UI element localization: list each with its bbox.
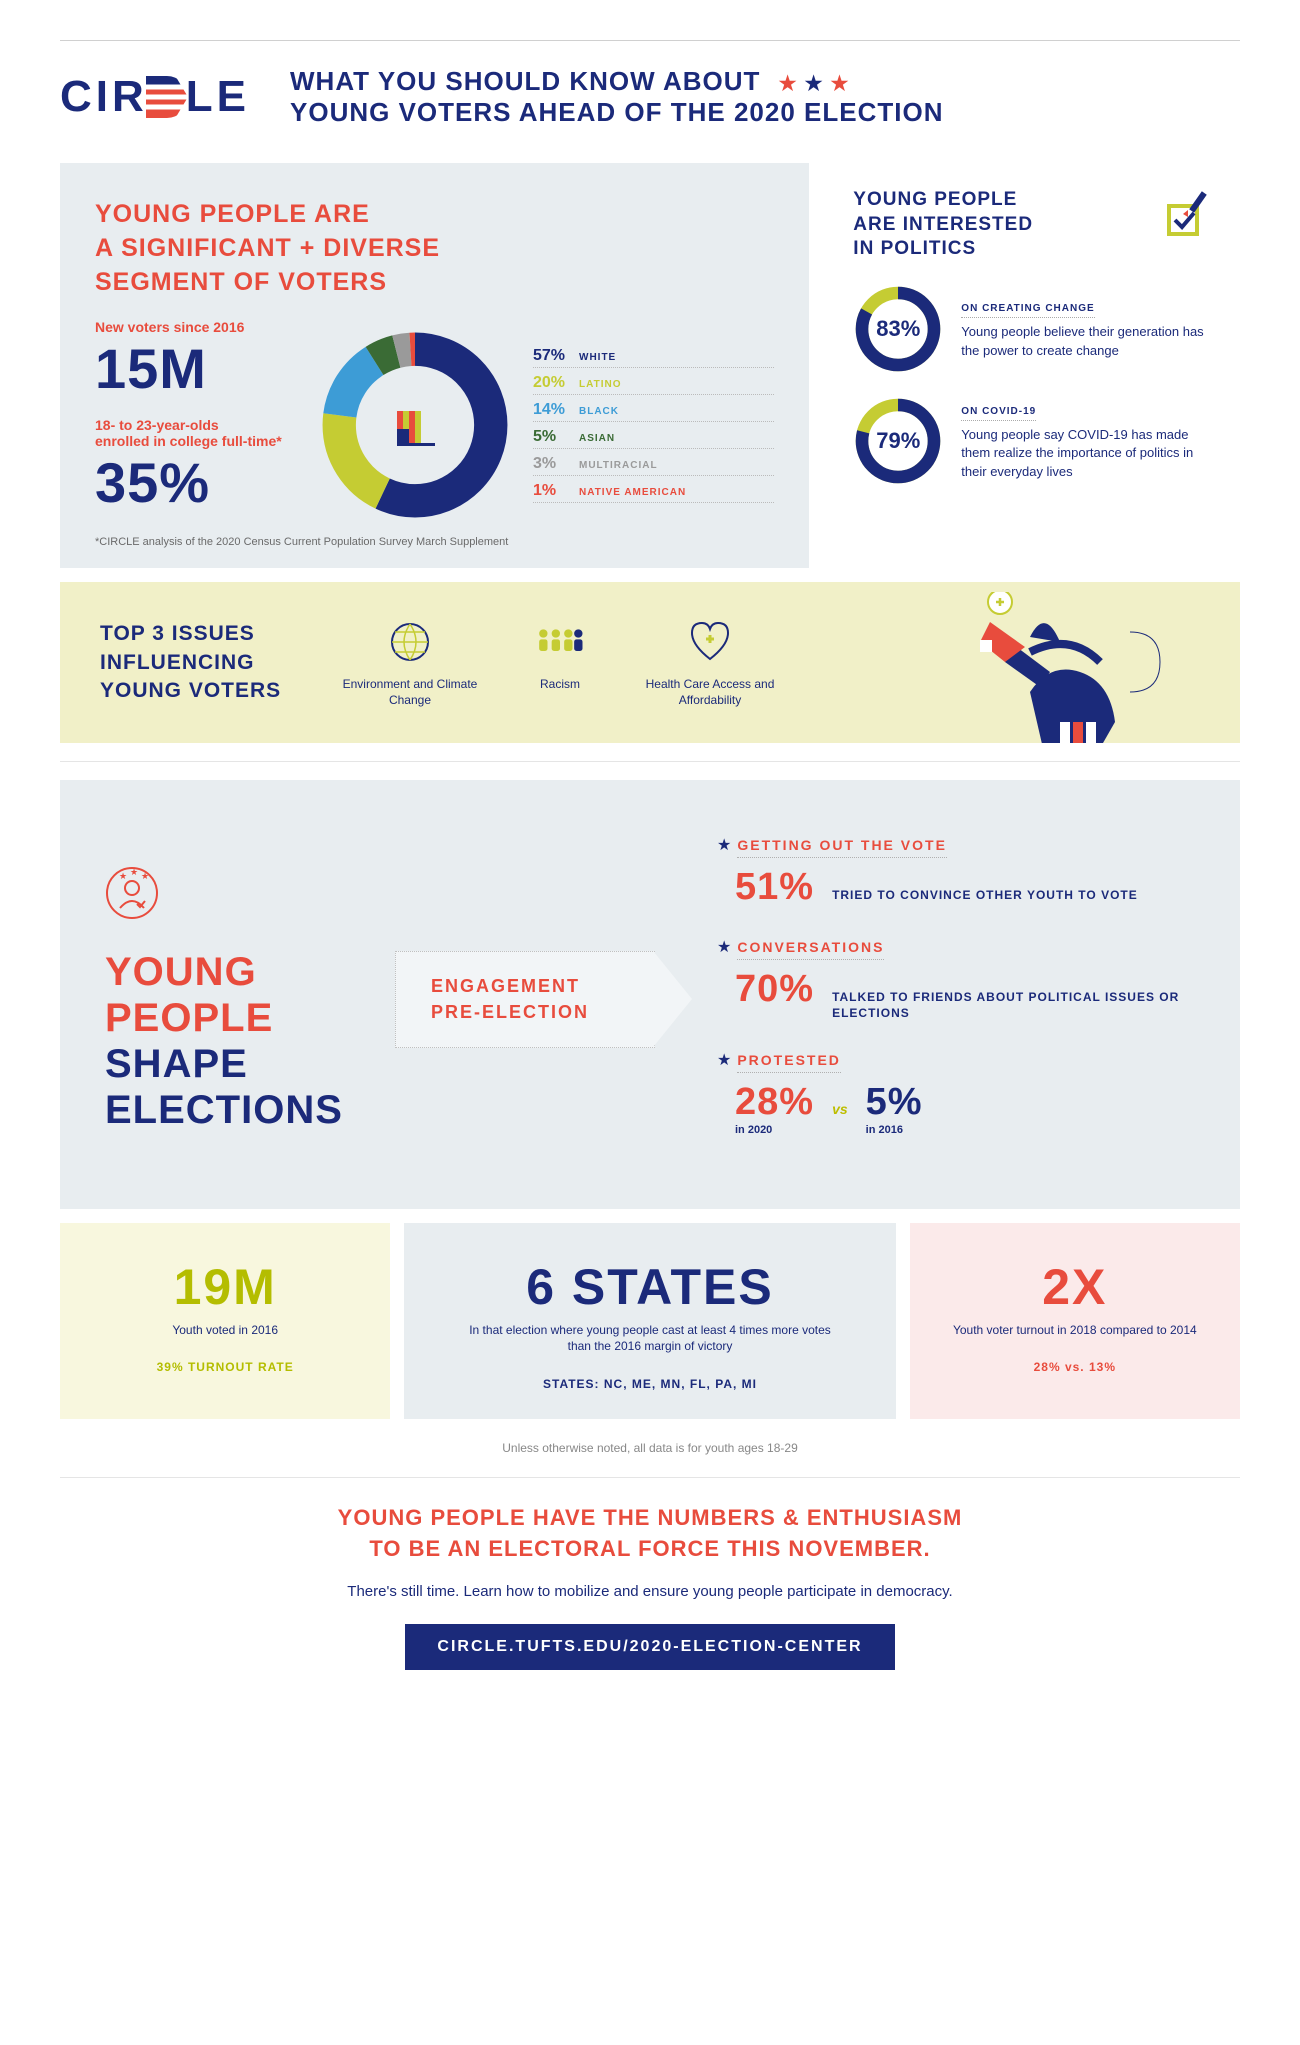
issue-item: Racism	[535, 617, 585, 708]
r2-t1: TOP 3 ISSUES	[100, 622, 255, 645]
donut-legend: 57%WHITE 20%LATINO 14%BLACK 5%ASIAN 3%MULTIR…	[533, 347, 774, 503]
p2-t3: IN POLITICS	[853, 238, 976, 259]
card-6states: 6 STATES In that election where young pe…	[404, 1223, 895, 1420]
flag-icon	[390, 405, 440, 445]
p1-t3: SEGMENT OF VOTERS	[95, 268, 387, 296]
engagement-item: ★GETTING OUT THE VOTE51%TRIED TO CONVINC…	[735, 835, 1195, 909]
header: CIRLE WHAT YOU SHOULD KNOW ABOUT ★★★ YOU…	[60, 66, 1240, 128]
star-icon: ★	[717, 939, 731, 956]
w3: SHAPE	[105, 1042, 248, 1086]
heart-icon	[685, 617, 735, 667]
engagement-item: ★CONVERSATIONS70%TALKED TO FRIENDS ABOUT…	[735, 937, 1195, 1021]
p1-t1: YOUNG PEOPLE ARE	[95, 200, 370, 228]
hd-line2: YOUNG VOTERS AHEAD OF THE 2020 ELECTION	[290, 97, 1240, 128]
issue-item: Health Care Access and Affordability	[640, 617, 780, 708]
stat1-value: 15M	[95, 341, 295, 397]
legend-row: 5%ASIAN	[533, 428, 774, 449]
w1: YOUNG	[105, 950, 257, 994]
panel-issues: TOP 3 ISSUES INFLUENCING YOUNG VOTERS En…	[60, 582, 1240, 743]
panel-diverse: YOUNG PEOPLE ARE A SIGNIFICANT + DIVERSE…	[60, 163, 809, 568]
svg-text:★: ★	[130, 867, 138, 877]
stat2-value: 35%	[95, 455, 295, 511]
checkbox-pencil-icon	[1165, 188, 1215, 238]
uncle-sam-illustration	[930, 592, 1210, 743]
card-2x: 2X Youth voter turnout in 2018 compared …	[910, 1223, 1240, 1420]
card-19m: 19M Youth voted in 2016 39% TURNOUT RATE	[60, 1223, 390, 1420]
gauge-row: 79%ON COVID-19Young people say COVID-19 …	[853, 396, 1215, 486]
r2-t2: INFLUENCING	[100, 651, 255, 674]
gauge-83: 83%	[853, 284, 943, 374]
cta-button[interactable]: CIRCLE.TUFTS.EDU/2020-ELECTION-CENTER	[405, 1624, 894, 1670]
r2-t3: YOUNG VOTERS	[100, 679, 281, 702]
svg-text:★: ★	[141, 871, 149, 881]
legend-row: 57%WHITE	[533, 347, 774, 368]
engagement-arrow: ENGAGEMENTPRE-ELECTION	[395, 951, 655, 1047]
p1-t2: A SIGNIFICANT + DIVERSE	[95, 234, 440, 262]
globe-icon	[385, 617, 435, 667]
legend-row: 14%BLACK	[533, 401, 774, 422]
engagement-protested: ★PROTESTED28%in 2020vs5%in 2016	[735, 1050, 1195, 1136]
star-icons: ★★★	[779, 73, 857, 95]
voter-icon: ★★★	[105, 866, 160, 921]
legend-row: 20%LATINO	[533, 374, 774, 395]
svg-text:★: ★	[119, 871, 127, 881]
stat2-label-l2: enrolled in college full-time*	[95, 433, 295, 449]
issue-item: Environment and Climate Change	[340, 617, 480, 708]
flag-icon	[146, 76, 188, 118]
w2: PEOPLE	[105, 996, 273, 1040]
gauge-row: 83%ON CREATING CHANGEYoung people believ…	[853, 284, 1215, 374]
star-icon: ★	[717, 1052, 731, 1069]
data-note: Unless otherwise noted, all data is for …	[60, 1441, 1240, 1455]
donut-chart	[315, 325, 515, 525]
w4: ELECTIONS	[105, 1088, 343, 1132]
stat1-label: New voters since 2016	[95, 319, 295, 335]
footer: YOUNG PEOPLE HAVE THE NUMBERS & ENTHUSIA…	[60, 1503, 1240, 1670]
people-icon	[535, 617, 585, 667]
gauge-79: 79%	[853, 396, 943, 486]
footnote: *CIRCLE analysis of the 2020 Census Curr…	[95, 536, 774, 548]
p2-t2: ARE INTERESTED	[853, 214, 1033, 235]
p2-t1: YOUNG PEOPLE	[853, 189, 1017, 210]
legend-row: 1%NATIVE AMERICAN	[533, 482, 774, 503]
logo: CIRLE	[60, 72, 250, 122]
hd-line1: WHAT YOU SHOULD KNOW ABOUT ★★★	[290, 66, 1240, 97]
panel-interest: YOUNG PEOPLE ARE INTERESTED IN POLITICS …	[823, 163, 1240, 568]
stat2-label-l1: 18- to 23-year-olds	[95, 417, 295, 433]
legend-row: 3%MULTIRACIAL	[533, 455, 774, 476]
panel-shape: ★★★ YOUNG PEOPLE SHAPE ELECTIONS ENGAGEM…	[60, 780, 1240, 1208]
star-icon: ★	[717, 837, 731, 854]
